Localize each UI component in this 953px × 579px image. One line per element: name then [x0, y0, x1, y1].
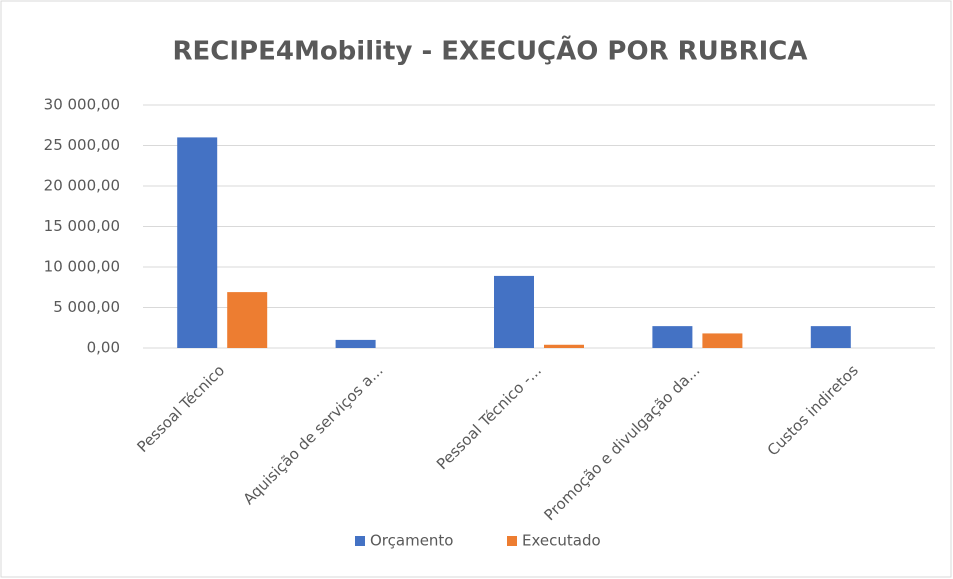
bar: [810, 326, 851, 348]
bar: [177, 137, 218, 348]
bar: [335, 339, 376, 348]
bar: [494, 275, 534, 348]
legend-label: Orçamento: [370, 532, 454, 550]
chart-title: RECIPE4Mobility - EXECUÇÃO POR RUBRICA: [173, 35, 808, 67]
y-tick-label: 20 000,00: [44, 177, 120, 195]
bar: [652, 326, 693, 348]
y-tick-label: 10 000,00: [44, 258, 120, 276]
y-tick-label: 25 000,00: [44, 136, 120, 154]
y-tick-label: 15 000,00: [44, 217, 120, 235]
legend-label: Executado: [522, 532, 601, 550]
legend-swatch: [355, 536, 365, 546]
y-tick-label: 30 000,00: [44, 96, 120, 114]
bar: [227, 292, 268, 348]
bar: [544, 344, 584, 348]
y-tick-label: 5 000,00: [53, 298, 120, 316]
bar: [702, 333, 743, 348]
legend-swatch: [507, 536, 517, 546]
y-tick-label: 0,00: [87, 339, 120, 357]
